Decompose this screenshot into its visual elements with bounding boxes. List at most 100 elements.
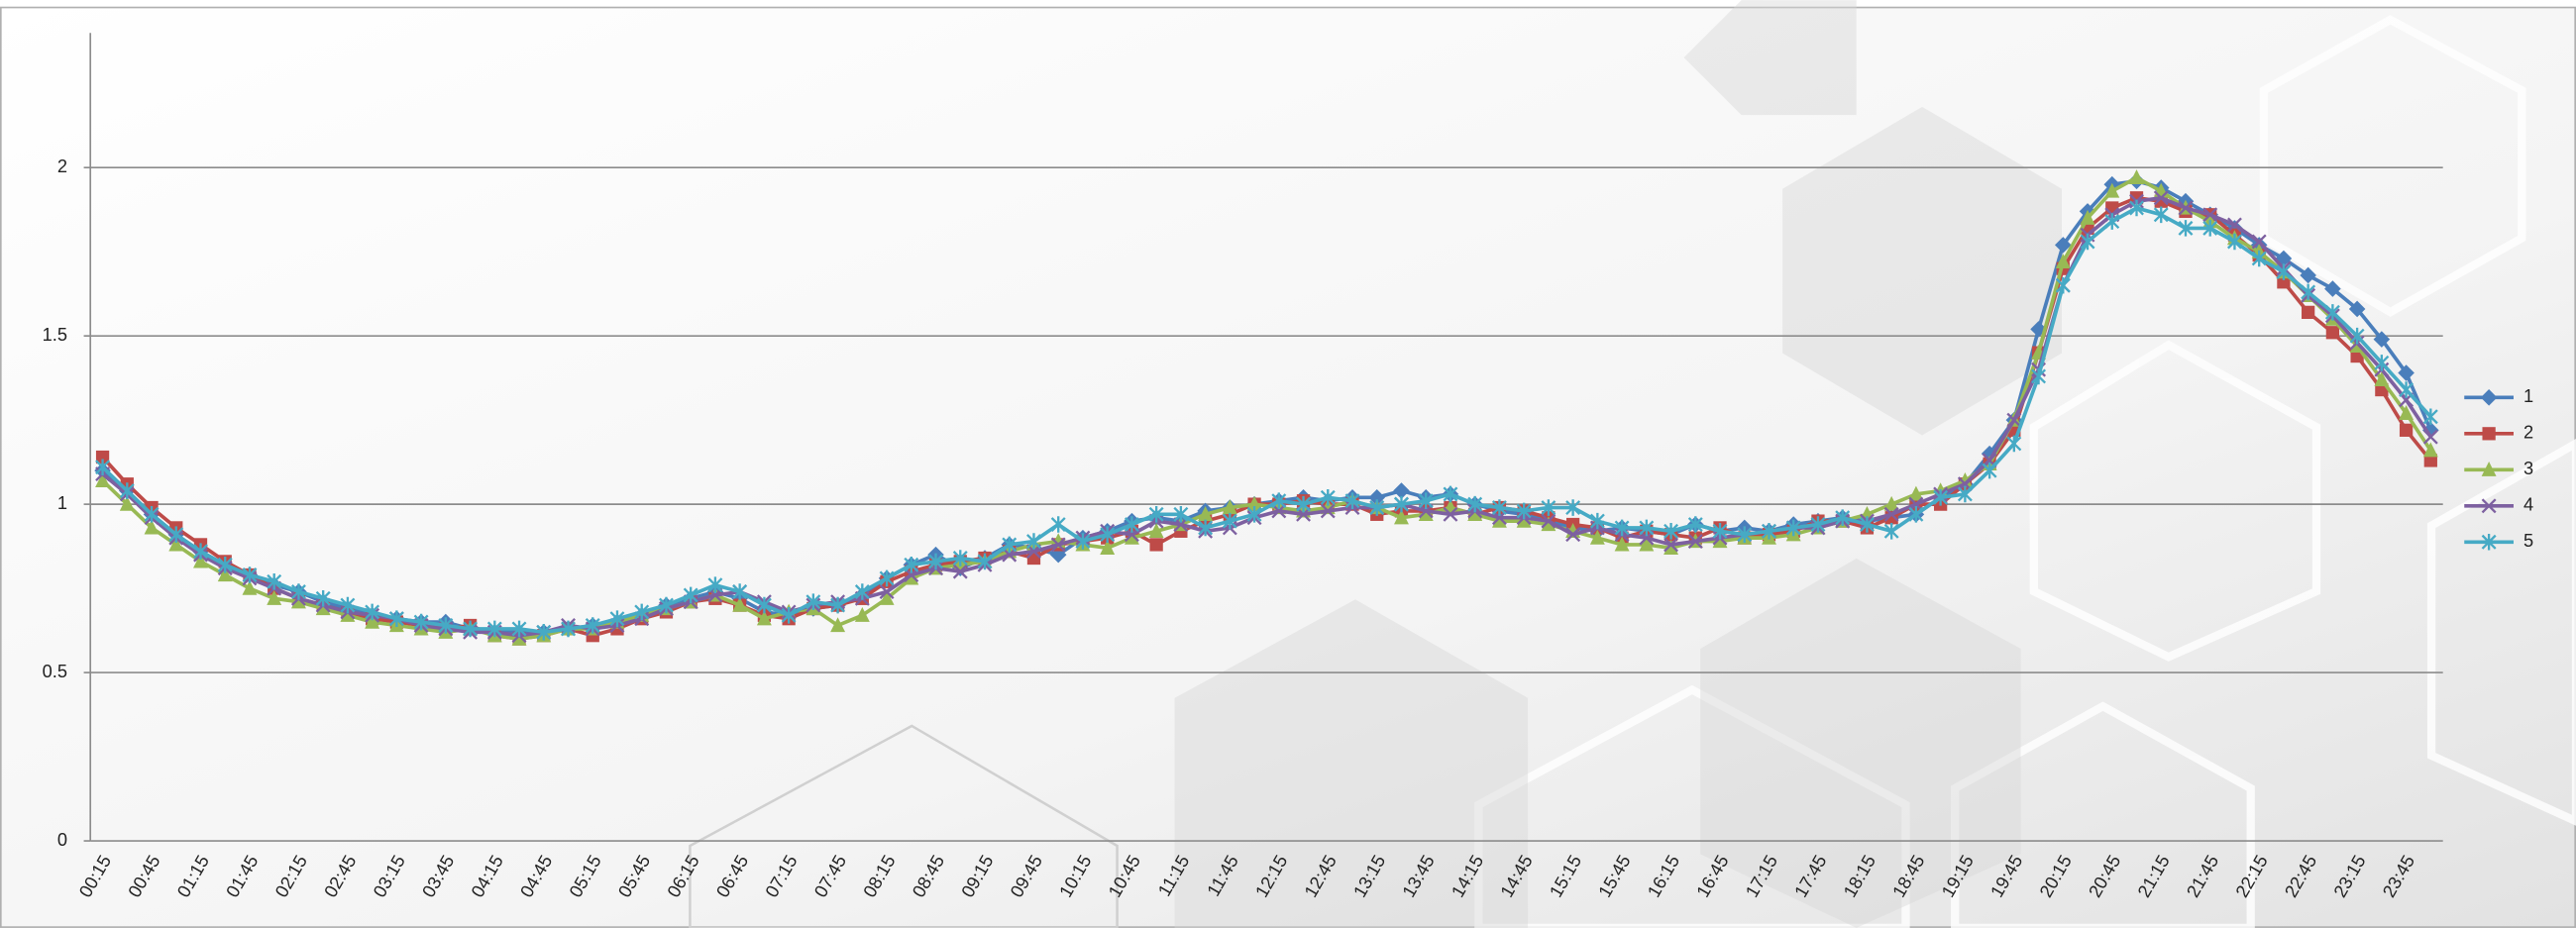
data-point	[2422, 429, 2438, 445]
data-point	[2226, 217, 2242, 233]
data-point	[290, 583, 306, 600]
data-point	[904, 557, 919, 573]
data-point	[290, 593, 306, 609]
data-point	[193, 543, 208, 561]
data-point	[1050, 537, 1066, 553]
data-point	[242, 567, 258, 583]
series-line	[101, 206, 2432, 635]
data-point	[1124, 516, 1139, 533]
data-point	[805, 593, 821, 610]
data-point	[1100, 540, 1116, 555]
data-point	[511, 620, 527, 638]
data-point	[2153, 190, 2169, 206]
data-point	[2153, 206, 2169, 224]
data-point	[2202, 220, 2218, 237]
data-point	[1443, 506, 1458, 522]
data-point	[609, 610, 625, 627]
data-point	[267, 590, 282, 605]
data-point	[2031, 367, 2047, 385]
data-point	[1565, 499, 1581, 516]
legend-label: 1	[2523, 385, 2533, 406]
data-point	[1982, 462, 1997, 479]
data-point	[2080, 209, 2095, 225]
legend-label: 2	[2523, 422, 2533, 443]
data-point	[2277, 275, 2291, 289]
data-point	[1908, 506, 1924, 523]
data-point	[2055, 254, 2071, 269]
data-point	[536, 624, 552, 641]
data-point	[1908, 485, 1924, 501]
data-point	[952, 564, 968, 579]
data-point	[1687, 516, 1703, 533]
data-point	[904, 569, 919, 585]
data-point	[413, 613, 429, 631]
data-point	[2302, 305, 2315, 320]
data-point	[1050, 516, 1066, 533]
data-point	[1957, 485, 1973, 503]
data-point	[1296, 495, 1311, 513]
data-point	[1418, 506, 1434, 521]
data-point	[1467, 506, 1483, 521]
legend-label: 5	[2523, 530, 2533, 551]
data-point	[1762, 523, 1776, 540]
data-point	[2104, 213, 2120, 230]
data-point	[2006, 435, 2022, 453]
data-point	[365, 613, 380, 629]
data-point	[2251, 234, 2267, 250]
data-point	[1614, 519, 1630, 537]
chart-frame	[0, 6, 2576, 928]
data-point	[95, 472, 111, 487]
series	[95, 199, 2438, 641]
data-point	[315, 590, 331, 607]
data-point	[1124, 529, 1139, 545]
data-point	[1002, 536, 1018, 554]
data-point	[1589, 512, 1605, 530]
data-point	[2080, 233, 2095, 251]
data-point	[2373, 331, 2391, 348]
y-tick-label: 1.5	[43, 324, 67, 345]
data-point	[854, 607, 870, 622]
y-tick-label: 2	[57, 155, 67, 176]
data-point	[1883, 495, 1899, 511]
data-point	[1394, 495, 1409, 513]
data-point	[1246, 495, 1262, 511]
data-point	[732, 596, 748, 612]
data-point	[1026, 533, 1041, 550]
legend-marker	[2481, 498, 2497, 514]
data-point	[634, 603, 650, 621]
data-point	[2129, 169, 2144, 185]
data-point	[2226, 233, 2242, 251]
data-point	[1835, 509, 1851, 527]
data-point	[119, 482, 135, 499]
data-point	[2324, 304, 2340, 321]
data-point	[756, 596, 772, 614]
data-point	[1664, 523, 1679, 540]
data-point	[585, 617, 600, 634]
data-point	[683, 586, 698, 604]
legend-label: 3	[2523, 458, 2533, 478]
data-point	[879, 569, 895, 587]
data-point	[267, 573, 282, 590]
data-point	[1344, 492, 1360, 510]
data-point	[1687, 534, 1703, 549]
data-point	[1467, 495, 1483, 513]
data-point	[1198, 506, 1214, 521]
data-point	[193, 553, 208, 568]
y-tick-label: 0.5	[43, 661, 67, 681]
data-point	[2348, 300, 2366, 318]
data-point	[2129, 199, 2144, 217]
data-point	[1589, 529, 1605, 545]
data-point	[486, 620, 502, 638]
data-point	[561, 620, 576, 638]
data-point	[2104, 182, 2120, 198]
data-point	[340, 596, 356, 614]
data-point	[707, 576, 723, 593]
data-point	[781, 607, 797, 624]
legend-marker	[2480, 389, 2498, 406]
data-point	[1614, 536, 1630, 552]
data-point	[1173, 506, 1189, 523]
data-point	[2178, 220, 2194, 237]
data-point	[2178, 200, 2194, 216]
